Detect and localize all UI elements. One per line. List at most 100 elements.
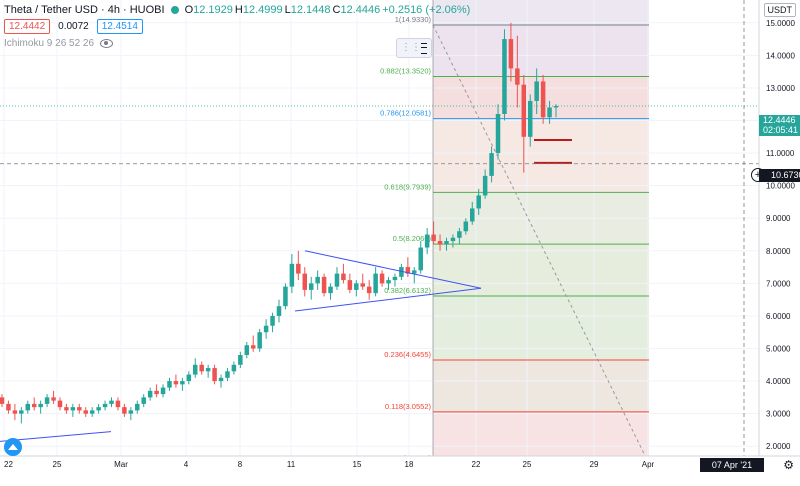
fib-level-label: 1(14.9330) xyxy=(395,15,432,24)
candle-body xyxy=(482,175,488,196)
candle-body xyxy=(238,355,243,365)
candle-body xyxy=(289,263,295,287)
candle-body xyxy=(444,241,449,245)
time-tick-label: 8 xyxy=(238,460,243,469)
candle-body xyxy=(263,325,269,333)
grip-icon[interactable]: ⋮⋮ xyxy=(401,42,421,53)
time-tick-label: 29 xyxy=(590,460,599,469)
candle-body xyxy=(193,364,198,375)
candle-body xyxy=(167,381,172,388)
fib-tool-icon[interactable] xyxy=(421,42,427,54)
candle-body xyxy=(431,234,436,242)
candle-body xyxy=(315,276,320,284)
drawing-drag-handle[interactable]: ⋮⋮ xyxy=(396,38,432,58)
indicator-label[interactable]: Ichimoku 9 26 52 26 xyxy=(4,38,95,49)
symbol-title[interactable]: Theta / Tether USD · 4h · HUOBI xyxy=(4,4,165,16)
price-tick-label: 6.0000 xyxy=(766,312,791,321)
candle-body xyxy=(302,273,308,290)
tradingview-logo-icon[interactable] xyxy=(4,438,22,456)
symbol-header: Theta / Tether USD · 4h · HUOBI O 12.1929… xyxy=(4,4,470,16)
candle-body xyxy=(199,364,204,372)
candle-body xyxy=(392,276,398,281)
triangle-upper-line xyxy=(304,250,482,289)
candle-body xyxy=(347,280,353,290)
candle-body xyxy=(70,407,76,411)
time-tick-label: 15 xyxy=(353,460,362,469)
spread-value: 0.0072 xyxy=(58,21,89,32)
price-tick-label: 4.0000 xyxy=(766,377,791,386)
last-price-value: 12.4446 xyxy=(763,115,796,125)
price-tick-label: 8.0000 xyxy=(766,247,791,256)
candle-body xyxy=(424,234,430,248)
candle-body xyxy=(437,241,443,245)
candle-body xyxy=(115,400,121,408)
change-value: +0.2516 (+2.06%) xyxy=(382,4,471,16)
price-tick-label: 14.0000 xyxy=(766,51,795,60)
candle-body xyxy=(553,106,559,108)
price-chart[interactable]: 1(14.9330) 0.882(13.3520) 0.786(12.0581) 0.… xyxy=(0,0,800,473)
close-value: 12.4446 xyxy=(340,4,381,16)
open-label: O xyxy=(184,4,194,16)
fib-level-label: 0.882(13.3520) xyxy=(380,66,431,75)
time-tick-label: Apr xyxy=(642,460,655,469)
time-tick-label: 22 xyxy=(4,460,13,469)
candle-body xyxy=(83,410,88,414)
candle-body xyxy=(231,364,237,372)
candle-body xyxy=(212,368,217,382)
low-value: 12.1448 xyxy=(290,4,331,16)
candle-body xyxy=(296,263,301,274)
candle-body xyxy=(373,273,378,294)
candle-body xyxy=(96,407,101,411)
candle-body xyxy=(257,332,262,349)
candle-body xyxy=(12,410,18,414)
price-tick-label: 3.0000 xyxy=(766,410,791,419)
candle-body xyxy=(51,397,56,401)
candle-body xyxy=(476,195,481,209)
time-tick-label: 4 xyxy=(184,460,189,469)
gear-icon[interactable]: ⚙ xyxy=(783,458,794,472)
candle-body xyxy=(521,84,527,137)
triangle-lower-line xyxy=(294,287,482,312)
candle-body xyxy=(470,208,475,222)
eye-icon[interactable] xyxy=(100,39,114,48)
candle-body xyxy=(463,221,469,232)
candle-body xyxy=(0,397,5,404)
time-tick-label: 11 xyxy=(287,460,296,469)
candles[interactable] xyxy=(0,22,559,424)
candle-body xyxy=(44,397,50,404)
candle-body xyxy=(276,306,282,316)
candle-body xyxy=(173,381,179,385)
candle-body xyxy=(328,286,333,294)
candle-body xyxy=(489,153,494,176)
time-tick-label: 25 xyxy=(53,460,62,469)
candle-body xyxy=(412,270,417,274)
candle-body xyxy=(418,247,423,271)
indicator-legend[interactable]: Ichimoku 9 26 52 26 xyxy=(4,38,114,49)
sell-button[interactable]: 12.4442 xyxy=(4,19,51,34)
price-tick-label: 2.0000 xyxy=(766,442,791,451)
fib-retracement[interactable]: 1(14.9330) 0.882(13.3520) 0.786(12.0581) 0.… xyxy=(380,0,649,465)
candle-body xyxy=(457,231,462,238)
open-value: 12.1929 xyxy=(193,4,233,16)
drawings[interactable] xyxy=(0,0,759,465)
price-tick-label: 5.0000 xyxy=(766,345,791,354)
price-tick-label: 11.0000 xyxy=(766,149,795,158)
fib-level-label: 0.5(8.2066) xyxy=(393,234,432,243)
candle-body xyxy=(218,377,224,382)
price-tick-label: 15.0000 xyxy=(766,19,795,28)
candle-body xyxy=(154,390,159,395)
candle-body xyxy=(19,410,24,414)
grid xyxy=(0,0,759,456)
close-label: C xyxy=(332,4,341,16)
candle-body xyxy=(547,107,552,118)
candle-body xyxy=(334,273,340,287)
price-axis[interactable]: 15.000014.000013.000012.000011.000010.00… xyxy=(758,0,800,473)
currency-label[interactable]: USDT xyxy=(763,3,796,17)
buy-button[interactable]: 12.4514 xyxy=(96,19,143,34)
candle-body xyxy=(102,403,108,408)
candle-body xyxy=(341,273,346,281)
fib-zone xyxy=(433,24,649,77)
candle-body xyxy=(141,397,146,404)
time-tick-label: 22 xyxy=(472,460,481,469)
time-axis[interactable]: 22 25 Mar 4 8 11 15 18 22 25 29 Apr xyxy=(0,455,800,473)
